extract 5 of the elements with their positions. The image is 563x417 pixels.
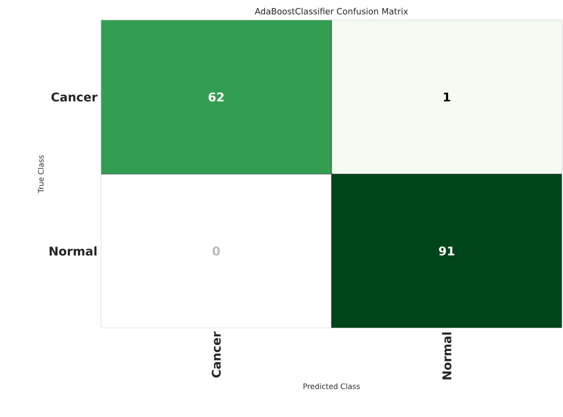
data-label: 91 bbox=[439, 246, 454, 256]
data-label: 62 bbox=[208, 92, 224, 102]
chart-title: AdaBoostClassifier Confusion Matrix bbox=[254, 8, 408, 14]
data-label: 1 bbox=[444, 92, 450, 102]
data-label: 0 bbox=[212, 246, 220, 256]
